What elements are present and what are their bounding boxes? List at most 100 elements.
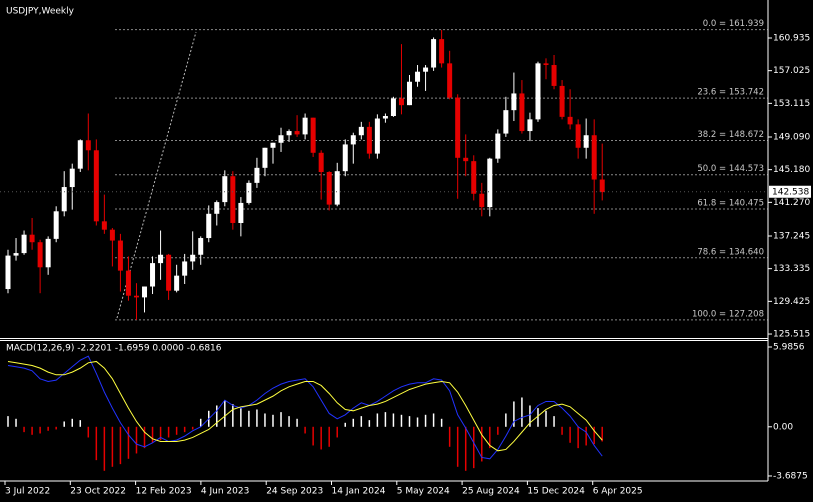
candle-body [407,81,412,106]
y-tick-label: 129.425 [773,297,810,307]
candle-body [567,116,573,125]
x-tick-label: 4 Jun 2023 [201,487,249,497]
candle-body [37,242,43,268]
candle-body [85,140,91,151]
candle-body [206,213,212,239]
y-tick-label: 5.9856 [773,342,805,352]
candle-body [495,133,501,159]
candle-body [463,157,469,162]
candle-body [53,211,59,239]
candle-body [431,39,437,68]
macd-line [7,360,603,452]
candle-body [326,172,332,205]
candle-body [61,187,67,212]
candle-body [559,85,565,117]
candle-body [318,152,324,173]
candle-body [5,255,11,290]
macd-title: MACD(12,26,9) -2.2201 -1.6959 0.0000 -0.… [6,344,222,354]
candle-body [535,63,541,120]
x-tick-label: 23 Oct 2022 [70,487,126,497]
candle-body [302,117,308,135]
candle-body [214,202,220,214]
candle-body [101,221,107,230]
candle-body [222,176,228,203]
candle-body [390,98,396,117]
candle-body [109,229,115,241]
last-price-label: 142.538 [772,187,809,197]
fib-label: 38.2 = 148.672 [697,130,764,140]
y-tick-label: 153.115 [773,99,810,109]
candle-body [575,124,581,148]
x-tick-label: 12 Feb 2023 [136,487,192,497]
candle-body [350,135,356,145]
candle-body [527,119,533,132]
y-tick-label: 133.335 [773,264,810,274]
y-tick-label: 157.025 [773,66,810,76]
x-tick-label: 15 Dec 2024 [527,487,585,497]
candle-body [398,98,404,106]
candle-body [519,93,525,132]
candle-body [278,135,284,143]
candle-body [158,254,164,264]
candle-body [45,238,51,268]
candle-body [174,275,180,291]
candle-body [238,202,244,223]
x-tick-label: 3 Jul 2022 [5,487,50,497]
y-tick-label: 145.180 [773,165,810,175]
candle-body [150,263,156,287]
candle-body [286,131,292,136]
candle-body [503,110,509,134]
fib-label: 23.6 = 153.742 [697,88,764,98]
candle-body [69,168,75,188]
x-tick-label: 14 Jan 2024 [332,487,386,497]
candle-body [29,234,35,243]
fib-label: 50.0 = 144.573 [697,164,764,174]
x-tick-label: 6 Apr 2025 [593,487,643,497]
candle-body [182,261,188,276]
candle-body [415,71,421,82]
fib-label: 0.0 = 161.939 [703,19,764,29]
candle-body [471,161,477,194]
candle-body [447,63,453,98]
candle-body [294,131,300,135]
candle-body [246,182,252,203]
y-tick-label: 160.935 [773,33,810,43]
y-tick-label: 0.00 [773,422,793,432]
candle-body [262,147,268,168]
last-price-box [769,185,811,198]
x-tick-label: 5 May 2024 [397,487,450,497]
candle-body [358,126,364,136]
candle-body [591,135,597,180]
candle-body [423,67,429,72]
y-tick-label: 125.515 [773,330,810,340]
candle-body [133,295,139,298]
candle-body [254,167,260,183]
fib-label: 78.6 = 134.640 [697,247,764,257]
y-tick-label: 149.090 [773,132,810,142]
candle-body [21,234,27,254]
candle-body [77,140,83,169]
candle-body [551,65,557,86]
x-tick-label: 25 Aug 2024 [462,487,520,497]
macd-line [7,355,603,460]
candle-body [334,171,340,205]
candle-body [366,126,372,154]
y-tick-label: -3.6875 [773,471,808,481]
candle-body [439,39,445,64]
candle-body [342,144,348,172]
candle-body [599,179,605,193]
y-tick-label: 141.270 [773,198,810,208]
chart-title: USDJPY,Weekly [6,7,75,17]
candle-body [511,93,517,111]
candle-body [230,176,236,223]
candle-body [198,238,204,255]
candle-body [583,135,589,148]
candle-body [455,97,461,158]
candle-body [543,63,549,66]
x-tick-label: 24 Sep 2023 [266,487,323,497]
candle-body [487,158,493,208]
fib-label: 100.0 = 127.208 [692,309,764,319]
candle-body [190,254,196,262]
fib-label: 61.8 = 140.475 [697,198,764,208]
